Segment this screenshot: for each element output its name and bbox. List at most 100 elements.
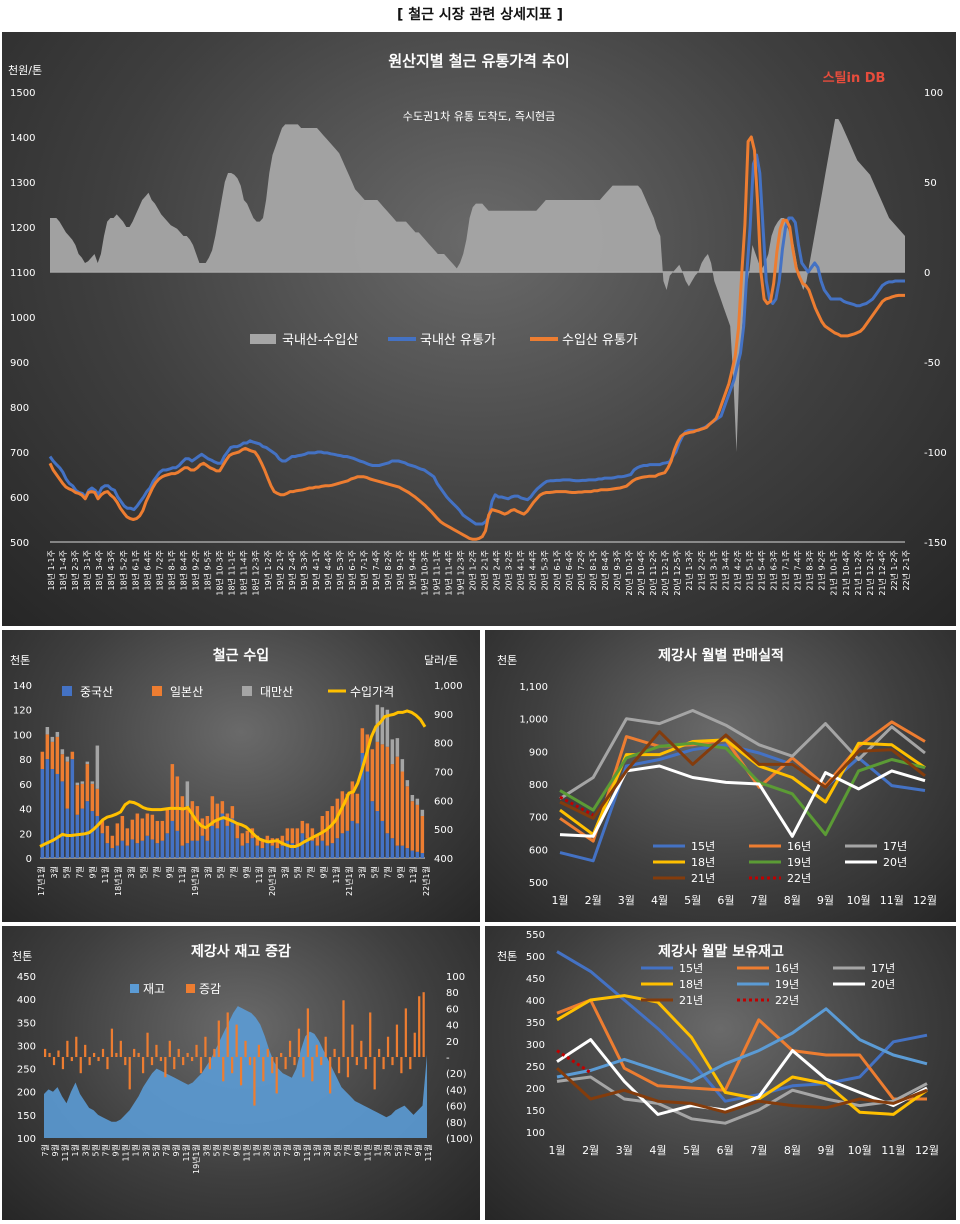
- series-line: [556, 1049, 592, 1074]
- y-tick-label: 250: [526, 1062, 545, 1073]
- y-tick-label: 1100: [10, 268, 35, 279]
- x-tick-label: 1월: [373, 1144, 383, 1156]
- japan-bar: [170, 764, 175, 821]
- x-tick-label: 5월: [211, 1144, 221, 1156]
- china-bar: [390, 838, 395, 858]
- change-bar: [173, 1057, 176, 1070]
- china-bar: [60, 781, 65, 858]
- japan-bar: [370, 749, 375, 802]
- change-bar: [248, 1057, 252, 1066]
- japan-bar: [340, 791, 345, 834]
- china-bar: [255, 845, 260, 858]
- change-bar: [422, 992, 425, 1057]
- y-tick-label: 200: [526, 1084, 545, 1095]
- change-bar: [253, 1057, 256, 1106]
- x-tick-label: 9월: [232, 1144, 242, 1156]
- legend-swatch: [130, 984, 139, 993]
- change-bar: [302, 1057, 305, 1078]
- y2-tick-label: -100: [924, 448, 947, 459]
- y-tick-label: 120: [13, 706, 32, 717]
- china-bar: [40, 769, 45, 858]
- x-tick-label: 20년 12-1주: [660, 550, 670, 596]
- series-line: [559, 741, 926, 837]
- legend-swatch: [152, 686, 162, 696]
- series-line: [555, 1067, 928, 1114]
- change-bar: [208, 1057, 212, 1070]
- legend-label: 21년: [679, 994, 703, 1007]
- x-tick-label: 19년1월: [190, 866, 200, 896]
- x-tick-label: 20년1월: [267, 866, 277, 896]
- legend-label: 18년: [679, 978, 703, 991]
- y2-tick-label: 40: [446, 1021, 459, 1032]
- legend-label: 19년: [775, 978, 799, 991]
- x-tick-label: 19년 11-4주: [443, 550, 453, 596]
- y2-tick-label: 400: [434, 854, 453, 865]
- change-bar: [288, 1040, 292, 1057]
- china-bar: [240, 845, 245, 858]
- china-bar: [270, 845, 275, 858]
- chart-title: 제강사 재고 증감: [191, 943, 291, 960]
- y-tick-label: 40: [19, 805, 32, 816]
- y2-tick-label: (100): [446, 1134, 473, 1145]
- china-bar: [345, 830, 350, 858]
- y2-tick-label: -150: [924, 538, 947, 549]
- x-tick-label: 7월: [306, 866, 316, 878]
- change-bar: [284, 1057, 287, 1070]
- change-bar: [75, 1036, 78, 1057]
- japan-bar: [230, 806, 235, 819]
- china-bar: [410, 850, 415, 858]
- x-tick-label: 21년 3-1주: [708, 550, 718, 591]
- change-bar: [235, 1024, 238, 1057]
- y-tick-label: 100: [526, 1128, 545, 1139]
- japan-bar: [160, 820, 165, 841]
- x-tick-label: 18년 1-4주: [58, 550, 68, 591]
- y2-tick-label: 700: [434, 768, 453, 779]
- x-tick-label: 19년 9-4주: [407, 550, 417, 591]
- chart-subtitle: 수도권1차 유통 도착도, 즉시현금: [403, 110, 556, 123]
- japan-bar: [345, 793, 350, 831]
- china-bar: [355, 823, 360, 858]
- change-bar: [275, 1057, 278, 1094]
- x-tick-label: 18년 9-5주: [203, 550, 213, 591]
- x-tick-label: 10월: [848, 1144, 872, 1157]
- x-tick-label: 20년 6-4주: [564, 550, 574, 591]
- japan-bar: [355, 793, 360, 824]
- x-tick-label: 7월: [75, 866, 85, 878]
- y-axis-label: 천톤: [10, 653, 30, 667]
- change-bar: [48, 1052, 51, 1057]
- y-tick-label: 700: [10, 448, 29, 459]
- japan-bar: [310, 828, 315, 841]
- x-tick-label: 19년 10-3주: [419, 550, 429, 596]
- x-tick-label: 20년 3-2주: [504, 550, 514, 591]
- y2-tick-label: (20): [446, 1069, 467, 1080]
- japan-bar: [415, 804, 420, 852]
- change-bar: [222, 1057, 225, 1082]
- china-bar: [225, 825, 230, 858]
- y2-tick-label: (60): [446, 1102, 467, 1113]
- stock-change-panel: 제강사 재고 증감 천톤 450 400 350 300 250 200 150 100 100 80…: [2, 926, 480, 1220]
- japan-bar: [85, 764, 90, 802]
- japan-bar: [165, 808, 170, 834]
- change-bar: [66, 1040, 69, 1057]
- china-bar: [55, 773, 60, 858]
- change-bar: [400, 1057, 403, 1074]
- japan-bar: [130, 819, 135, 840]
- y-tick-label: 600: [529, 845, 548, 856]
- x-tick-label: 20년 9-3주: [612, 550, 622, 591]
- x-tick-label: 21년 11-2주: [853, 550, 863, 596]
- china-bar: [75, 814, 80, 858]
- x-tick-label: 5월: [370, 866, 380, 878]
- x-tick-label: 9월: [395, 866, 405, 878]
- japan-bar: [380, 744, 385, 821]
- japan-bar: [115, 823, 120, 846]
- y2-tick-label: 1,000: [434, 681, 463, 692]
- taiwan-bar: [50, 736, 55, 742]
- x-tick-label: 3월: [203, 866, 213, 878]
- china-bar: [420, 853, 425, 858]
- taiwan-bar: [60, 749, 65, 755]
- china-bar: [370, 801, 375, 858]
- japan-bar: [350, 781, 355, 821]
- japan-bar: [75, 785, 80, 815]
- change-bar: [110, 1028, 114, 1057]
- stock-area: [44, 1006, 427, 1138]
